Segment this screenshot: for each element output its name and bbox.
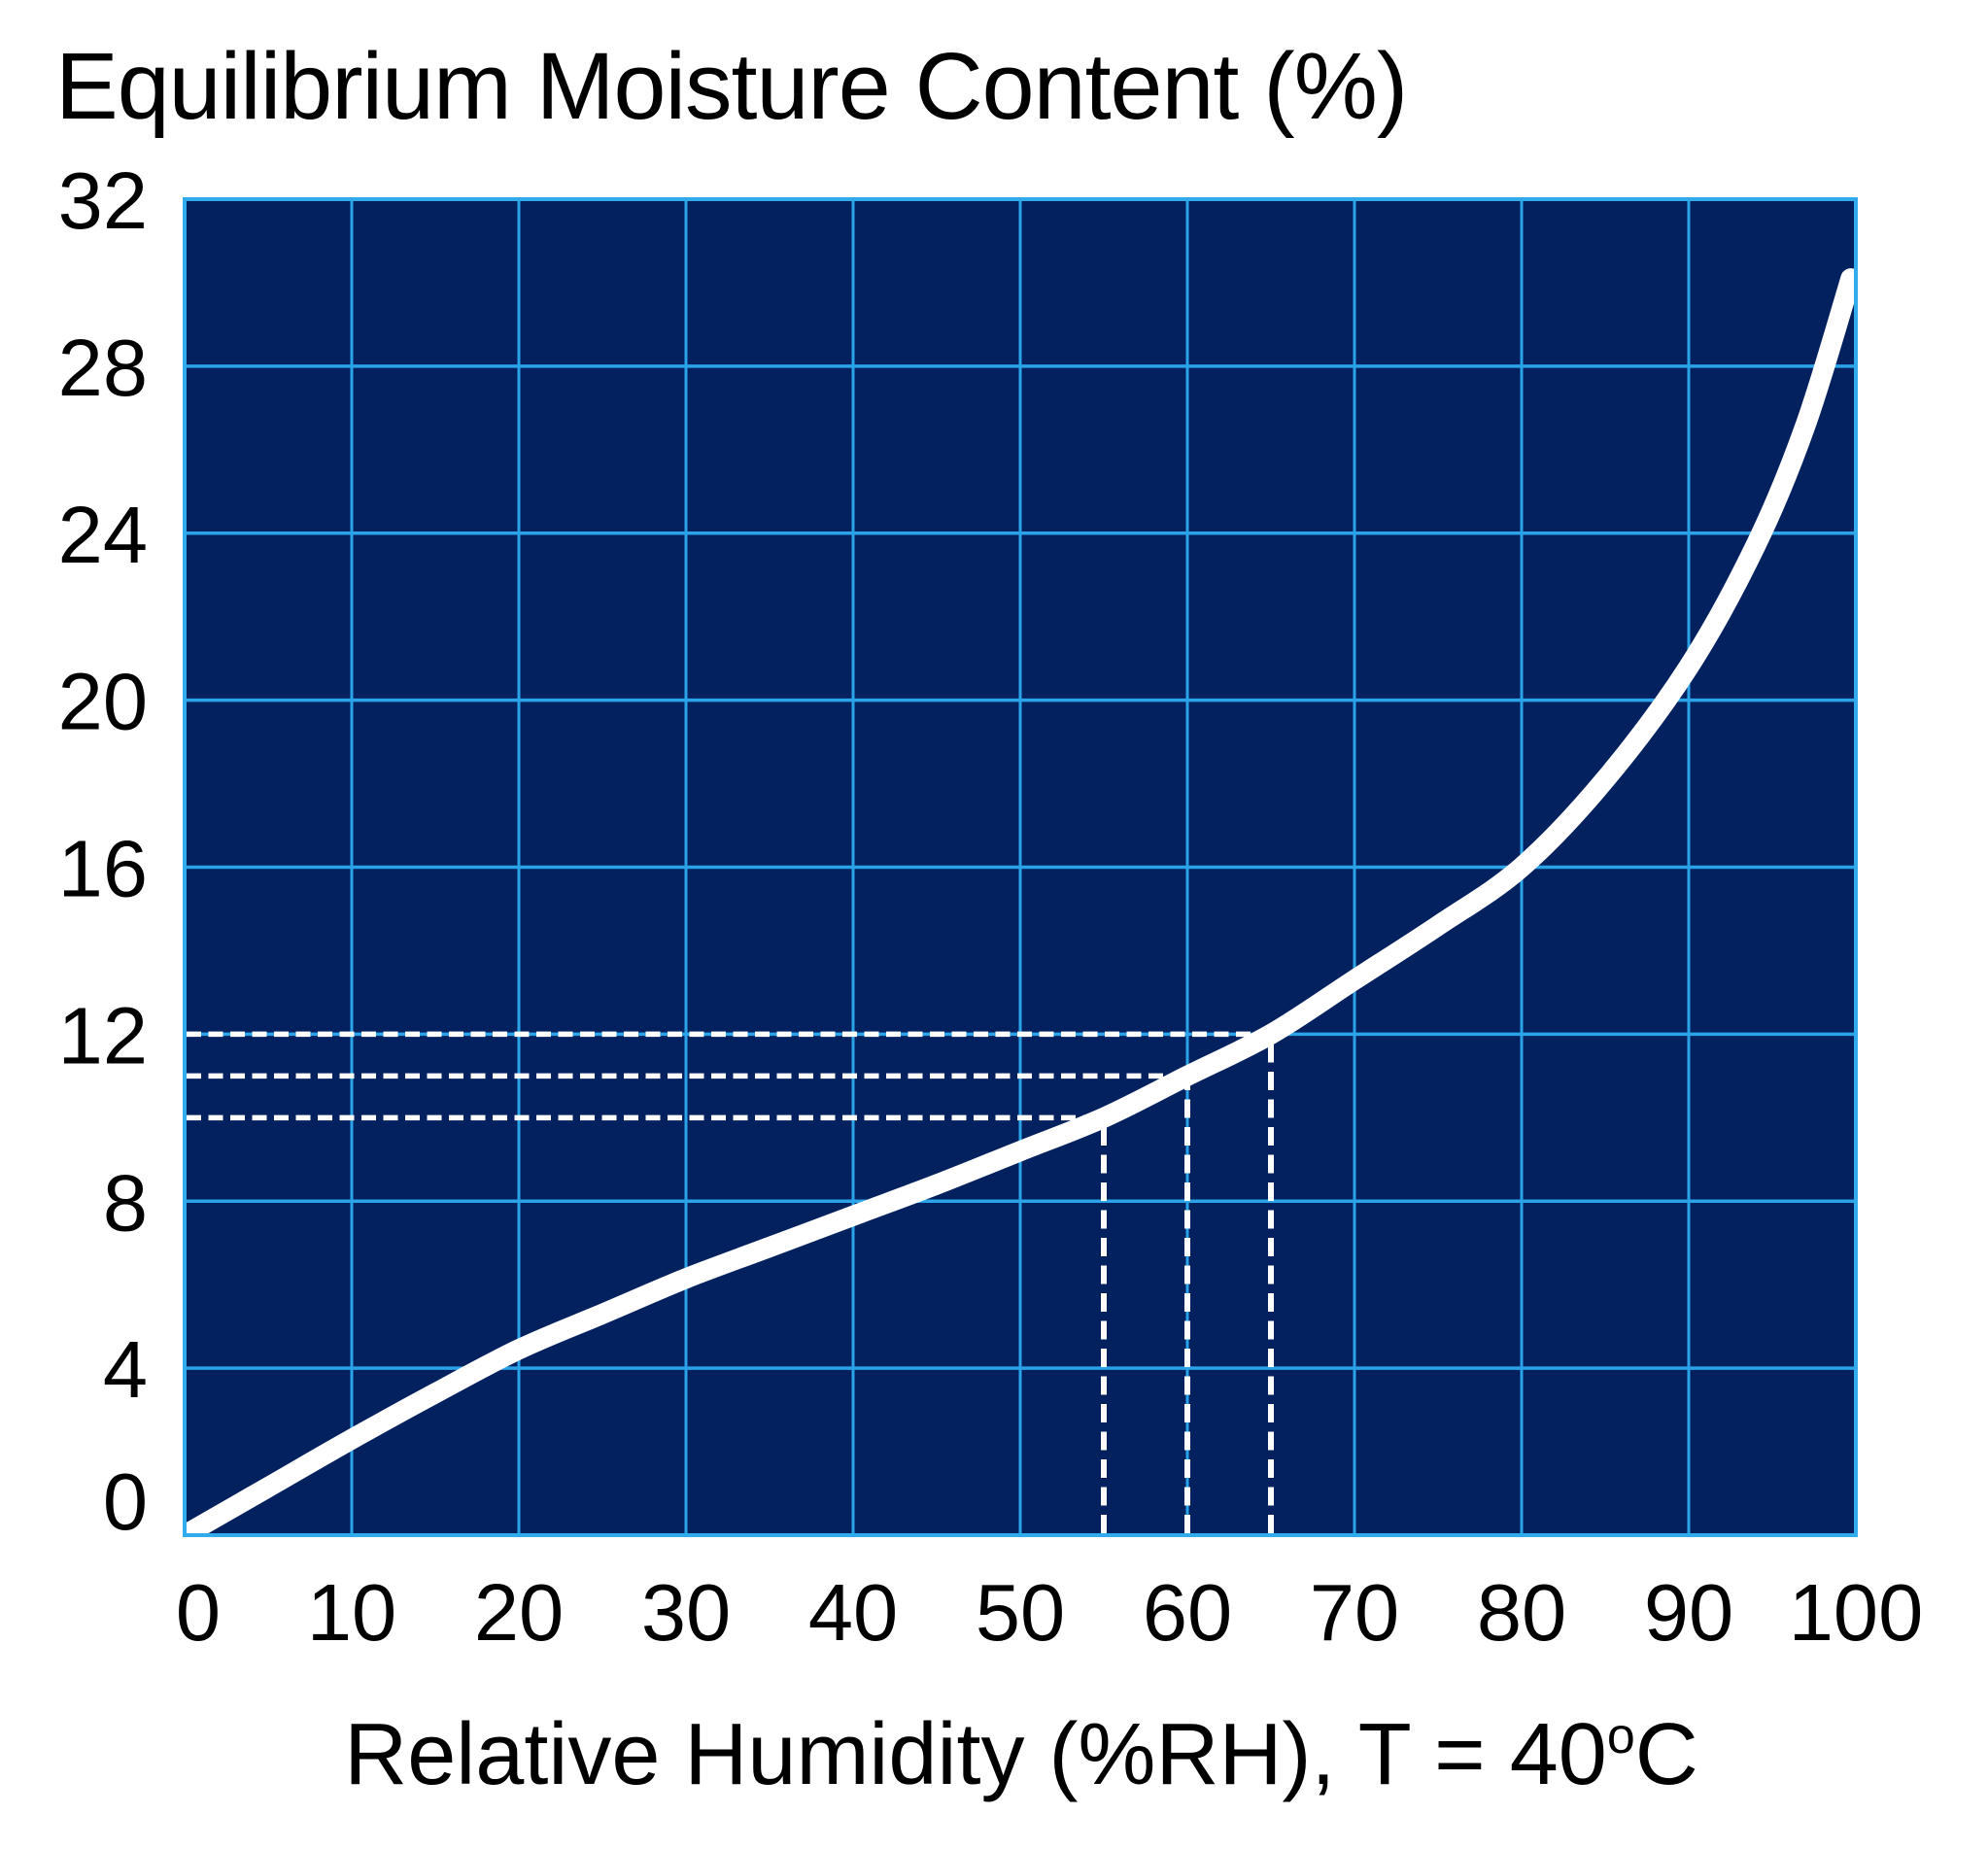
x-tick-label: 90 (1644, 1567, 1733, 1658)
x-tick-label: 50 (976, 1567, 1065, 1658)
x-tick-label: 20 (474, 1567, 564, 1658)
degree-symbol: o (1607, 1708, 1635, 1764)
y-tick-label: 8 (103, 1157, 148, 1248)
x-tick-label: 70 (1310, 1567, 1399, 1658)
x-axis-label: Relative Humidity (%RH), T = 40oC (344, 1706, 1698, 1803)
x-tick-label: 0 (176, 1567, 221, 1658)
y-tick-label: 12 (58, 990, 148, 1080)
x-axis-label-unit: C (1635, 1706, 1698, 1803)
x-tick-label: 100 (1789, 1567, 1923, 1658)
x-axis-label-text: Relative Humidity (%RH), T = 40 (344, 1706, 1607, 1803)
y-tick-label: 32 (58, 155, 148, 246)
x-tick-label: 40 (808, 1567, 898, 1658)
x-tick-label: 80 (1477, 1567, 1566, 1658)
y-tick-label: 0 (103, 1456, 148, 1547)
x-tick-label: 10 (307, 1567, 396, 1658)
x-tick-label: 30 (641, 1567, 731, 1658)
chart-title: Equilibrium Moisture Content (%) (55, 33, 1407, 139)
sorption-isotherm-curve (182, 268, 1859, 1538)
x-tick-label: 60 (1143, 1567, 1232, 1658)
y-tick-label: 4 (103, 1324, 148, 1415)
y-tick-label: 20 (58, 657, 148, 747)
plot-border (183, 197, 1858, 1537)
y-tick-label: 16 (58, 824, 148, 914)
y-tick-label: 24 (58, 490, 148, 580)
y-tick-label: 28 (58, 323, 148, 413)
